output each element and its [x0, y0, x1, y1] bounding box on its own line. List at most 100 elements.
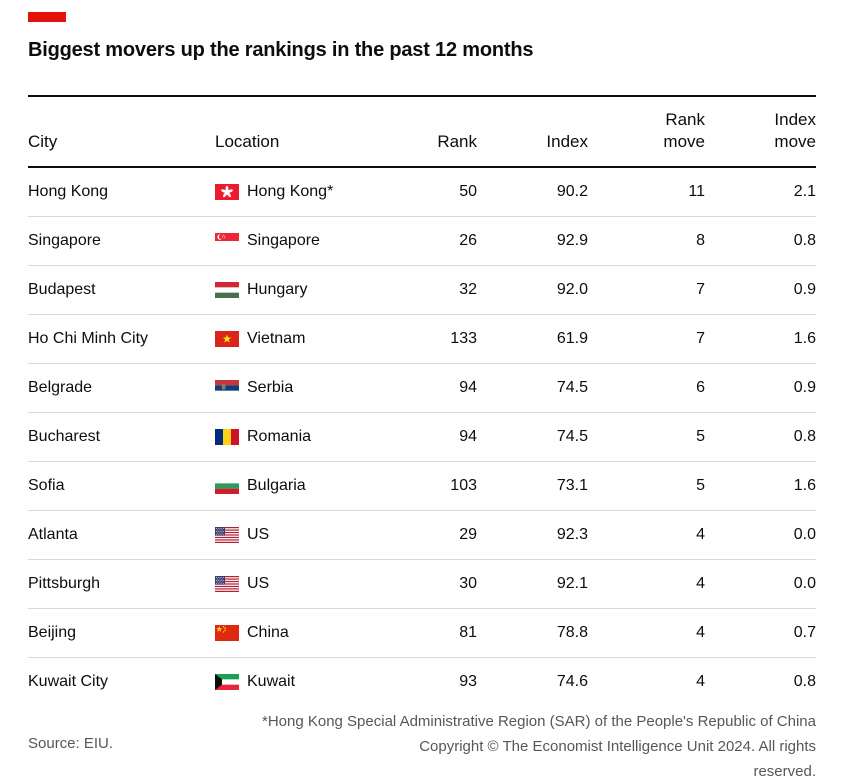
- index-move-cell: 1.6: [705, 461, 816, 511]
- location-cell: US: [215, 559, 367, 609]
- table-row: Ho Chi Minh City Vietnam 133 61.9 7 1.6: [28, 314, 816, 364]
- rank-cell: 30: [367, 559, 477, 609]
- index-cell: 73.1: [477, 461, 588, 511]
- index-cell: 74.6: [477, 657, 588, 706]
- rank-cell: 94: [367, 363, 477, 413]
- rankings-table: City Location Rank Index Rank move Index move H…: [28, 95, 816, 706]
- city-cell: Pittsburgh: [28, 559, 215, 609]
- location-label: Hungary: [247, 281, 308, 298]
- rank-cell: 133: [367, 314, 477, 364]
- index-cell: 74.5: [477, 412, 588, 462]
- rank-move-cell: 4: [588, 608, 705, 658]
- rank-cell: 32: [367, 265, 477, 315]
- page-title: Biggest movers up the rankings in the pa…: [28, 39, 534, 61]
- location-label: Serbia: [247, 379, 294, 396]
- table-row: Hong Kong Hong Kong* 50 90.2 11 2.1: [28, 167, 816, 217]
- table-row: Sofia Bulgaria 103 73.1 5 1.6: [28, 461, 816, 511]
- city-cell: Singapore: [28, 216, 215, 266]
- city-cell: Beijing: [28, 608, 215, 658]
- table-row: Pittsburgh US 30 92.1 4 0.0: [28, 559, 816, 609]
- location-label: Hong Kong*: [247, 183, 334, 200]
- rank-cell: 26: [367, 216, 477, 266]
- index-cell: 92.9: [477, 216, 588, 266]
- table-row: Kuwait City Kuwait 93 74.6 4 0.8: [28, 657, 816, 706]
- city-cell: Atlanta: [28, 510, 215, 560]
- table-header: City Location Rank Index Rank move Index move: [28, 96, 816, 168]
- copyright-line-1: Copyright © The Economist Intelligence U…: [419, 738, 816, 755]
- rank-move-cell: 5: [588, 412, 705, 462]
- location-cell: US: [215, 510, 367, 560]
- city-cell: Bucharest: [28, 412, 215, 462]
- column-header-index-move: Index move: [705, 96, 816, 168]
- rank-move-cell: 11: [688, 183, 705, 200]
- city-cell: Budapest: [28, 265, 215, 315]
- flag-singapore-icon: [215, 233, 239, 249]
- location-cell: Singapore: [215, 216, 367, 266]
- rank-cell: 50: [459, 183, 477, 200]
- column-header-city: City: [28, 96, 215, 168]
- index-cell: 92.1: [477, 559, 588, 609]
- rank-cell: 93: [367, 657, 477, 706]
- footnote-hong-kong: *Hong Kong Special Administrative Region…: [261, 713, 816, 730]
- location-label: US: [247, 575, 270, 592]
- flag-us-icon: [215, 527, 239, 543]
- location-cell: Bulgaria: [215, 461, 367, 511]
- location-cell: Serbia: [215, 363, 367, 413]
- flag-bulgaria-icon: [215, 478, 239, 494]
- location-label: Singapore: [247, 232, 320, 249]
- flag-us-icon: [215, 576, 239, 592]
- city-cell: Kuwait City: [28, 657, 215, 706]
- location-cell: Vietnam: [215, 314, 367, 364]
- index-cell: 92.0: [477, 265, 588, 315]
- rank-move-cell: 7: [588, 265, 705, 315]
- column-header-rank: Rank: [367, 96, 477, 168]
- table-row: Bucharest Romania 94 74.5 5 0.8: [28, 412, 816, 462]
- source-note: Source: EIU.: [28, 735, 114, 752]
- rank-move-cell: 4: [588, 657, 705, 706]
- location-cell: Kuwait: [215, 657, 367, 706]
- location-label: Kuwait: [247, 673, 296, 690]
- index-cell: 74.5: [477, 363, 588, 413]
- index-move-cell: 0.8: [705, 216, 816, 266]
- table-footer: Source: EIU. *Hong Kong Special Administ…: [28, 709, 816, 784]
- rank-cell: 94: [367, 412, 477, 462]
- index-cell: 92.3: [477, 510, 588, 560]
- index-move-cell: 2.1: [793, 183, 816, 200]
- footnotes: *Hong Kong Special Administrative Region…: [28, 709, 816, 784]
- index-move-cell: 0.8: [705, 412, 816, 462]
- rank-move-cell: 5: [588, 461, 705, 511]
- index-move-cell: 0.7: [705, 608, 816, 658]
- flag-serbia-icon: [215, 380, 239, 396]
- index-cell: 78.8: [477, 608, 588, 658]
- rank-move-cell: 7: [588, 314, 705, 364]
- table-row: Belgrade Serbia 94 74.5 6 0.9: [28, 363, 816, 413]
- flag-vietnam-icon: [215, 331, 239, 347]
- location-label: China: [247, 624, 289, 641]
- flag-hungary-icon: [215, 282, 239, 298]
- location-cell: Romania: [215, 412, 367, 462]
- column-header-index: Index: [477, 96, 588, 168]
- index-move-cell: 0.9: [705, 363, 816, 413]
- location-label: Bulgaria: [247, 477, 306, 494]
- table-row: Atlanta US 29 92.3 4 0.0: [28, 510, 816, 560]
- index-move-cell: 0.9: [705, 265, 816, 315]
- column-header-rank-move: Rank move: [588, 96, 705, 168]
- rank-move-cell: 6: [588, 363, 705, 413]
- flag-hong-kong-icon: [215, 184, 239, 200]
- index-cell: 90.2: [556, 183, 588, 200]
- table-row: Singapore Singapore 26 92.9 8 0.8: [28, 216, 816, 266]
- city-cell: Sofia: [28, 461, 215, 511]
- city-cell: Hong Kong: [28, 183, 109, 200]
- rank-move-cell: 4: [588, 559, 705, 609]
- index-move-cell: 0.0: [705, 559, 816, 609]
- table-row: Budapest Hungary 32 92.0 7 0.9: [28, 265, 816, 315]
- column-header-location: Location: [215, 96, 367, 168]
- rank-move-cell: 8: [588, 216, 705, 266]
- index-move-cell: 0.8: [705, 657, 816, 706]
- flag-romania-icon: [215, 429, 239, 445]
- city-cell: Ho Chi Minh City: [28, 314, 215, 364]
- index-cell: 61.9: [477, 314, 588, 364]
- copyright-line-2: reserved.: [753, 763, 816, 780]
- location-label: Romania: [247, 428, 312, 445]
